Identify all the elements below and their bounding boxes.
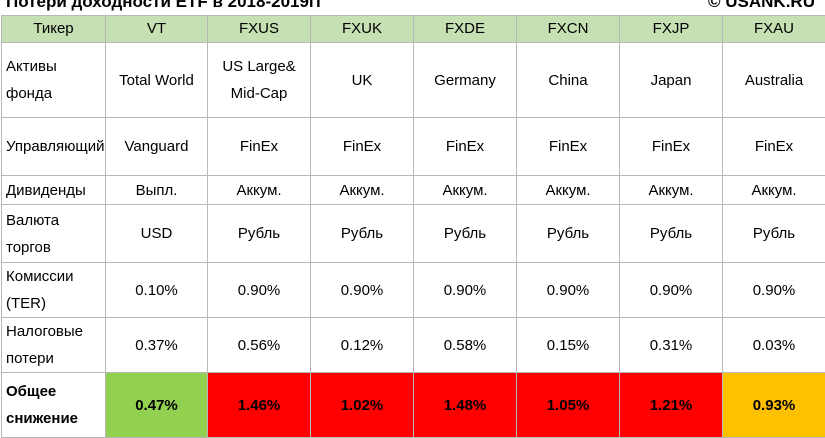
table-cell: 0.90% <box>311 263 414 318</box>
table-cell: US Large& Mid-Cap <box>208 43 311 118</box>
watermark: © USANK.RU <box>708 0 815 12</box>
table-cell: Australia <box>723 43 825 118</box>
table-cell: UK <box>311 43 414 118</box>
table-cell: 0.31% <box>620 318 723 373</box>
table-cell: Аккум. <box>208 176 311 205</box>
table-cell: 0.10% <box>106 263 208 318</box>
table-cell: Аккум. <box>620 176 723 205</box>
header-cell-fxde: FXDE <box>414 16 517 43</box>
table-cell: 0.90% <box>414 263 517 318</box>
table-cell: FinEx <box>414 118 517 176</box>
total-cell-fxau: 0.93% <box>723 373 825 438</box>
header-cell-fxcn: FXCN <box>517 16 620 43</box>
row-label: Дивиденды <box>2 176 106 205</box>
table-cell: China <box>517 43 620 118</box>
table-cell: Выпл. <box>106 176 208 205</box>
table-cell: 0.90% <box>517 263 620 318</box>
table-cell: 0.90% <box>723 263 825 318</box>
row-label: Общее снижение <box>2 373 106 438</box>
table-cell: Рубль <box>620 205 723 263</box>
table-cell: Рубль <box>723 205 825 263</box>
table-cell: Japan <box>620 43 723 118</box>
header-cell-label: Тикер <box>2 16 106 43</box>
table-cell: USD <box>106 205 208 263</box>
table-row-manager: Управляющий Vanguard FinEx FinEx FinEx F… <box>2 118 825 176</box>
table-cell: 0.03% <box>723 318 825 373</box>
table-cell: Germany <box>414 43 517 118</box>
total-cell-fxjp: 1.21% <box>620 373 723 438</box>
etf-comparison-table: Тикер VT FXUS FXUK FXDE FXCN FXJP FXAU А… <box>1 15 825 438</box>
table-row-ter: Комиссии (TER) 0.10% 0.90% 0.90% 0.90% 0… <box>2 263 825 318</box>
table-cell: 0.90% <box>208 263 311 318</box>
row-label: Управляющий <box>2 118 106 176</box>
table-cell: 0.15% <box>517 318 620 373</box>
table-row-tax-losses: Налоговые потери 0.37% 0.56% 0.12% 0.58%… <box>2 318 825 373</box>
total-cell-vt: 0.47% <box>106 373 208 438</box>
header-cell-vt: VT <box>106 16 208 43</box>
table-cell: 0.56% <box>208 318 311 373</box>
total-cell-fxde: 1.48% <box>414 373 517 438</box>
table-cell: FinEx <box>723 118 825 176</box>
table-cell: 0.37% <box>106 318 208 373</box>
row-label: Валюта торгов <box>2 205 106 263</box>
table-cell: Аккум. <box>414 176 517 205</box>
table-cell: Рубль <box>311 205 414 263</box>
header-row: Тикер VT FXUS FXUK FXDE FXCN FXJP FXAU <box>2 16 825 43</box>
row-label: Активы фонда <box>2 43 106 118</box>
table-cell: 0.58% <box>414 318 517 373</box>
total-cell-fxus: 1.46% <box>208 373 311 438</box>
table-row-currency: Валюта торгов USD Рубль Рубль Рубль Рубл… <box>2 205 825 263</box>
header-cell-fxuk: FXUK <box>311 16 414 43</box>
table-cell: FinEx <box>208 118 311 176</box>
page-title: Потери доходности ETF в 2018-2019гг <box>6 0 323 12</box>
row-label: Комиссии (TER) <box>2 263 106 318</box>
table-cell: FinEx <box>620 118 723 176</box>
table-row-total-decline: Общее снижение 0.47% 1.46% 1.02% 1.48% 1… <box>2 373 825 438</box>
table-cell: Total World <box>106 43 208 118</box>
table-row-dividends: Дивиденды Выпл. Аккум. Аккум. Аккум. Акк… <box>2 176 825 205</box>
title-strip: Потери доходности ETF в 2018-2019гг © US… <box>0 0 825 14</box>
header-cell-fxus: FXUS <box>208 16 311 43</box>
table-cell: 0.90% <box>620 263 723 318</box>
table-cell: FinEx <box>311 118 414 176</box>
table-cell: Рубль <box>414 205 517 263</box>
total-cell-fxuk: 1.02% <box>311 373 414 438</box>
table-cell: Рубль <box>517 205 620 263</box>
table-cell: Аккум. <box>723 176 825 205</box>
table-row-assets: Активы фонда Total World US Large& Mid-C… <box>2 43 825 118</box>
row-label: Налоговые потери <box>2 318 106 373</box>
header-cell-fxau: FXAU <box>723 16 825 43</box>
table-cell: Аккум. <box>517 176 620 205</box>
header-cell-fxjp: FXJP <box>620 16 723 43</box>
total-cell-fxcn: 1.05% <box>517 373 620 438</box>
table-cell: Рубль <box>208 205 311 263</box>
table-cell: 0.12% <box>311 318 414 373</box>
table-cell: Vanguard <box>106 118 208 176</box>
table-cell: FinEx <box>517 118 620 176</box>
table-cell: Аккум. <box>311 176 414 205</box>
